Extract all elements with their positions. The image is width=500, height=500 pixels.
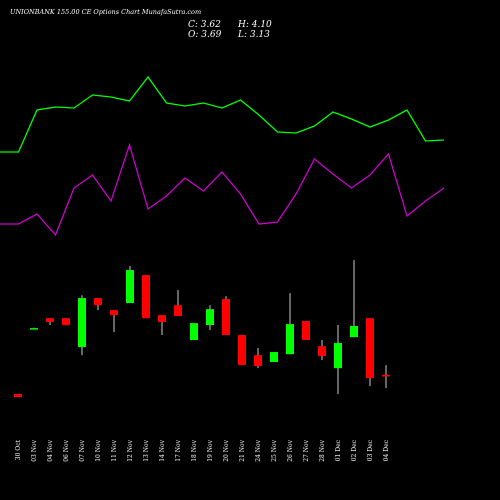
candle-body — [302, 321, 310, 340]
candle-body — [94, 298, 102, 306]
candle-body — [78, 298, 86, 348]
candle-body — [62, 318, 70, 326]
candle-body — [350, 326, 358, 338]
candle-body — [334, 343, 342, 369]
candle-body — [270, 352, 278, 363]
chart-title: UNIONBANK 155.00 CE Options Chart Munafa… — [10, 8, 201, 16]
x-tick-label: 10 Nov — [95, 439, 102, 461]
x-tick-label: 06 Nov — [63, 439, 70, 461]
x-tick-label: 03 Dec — [367, 439, 374, 461]
candle-body — [382, 374, 390, 377]
candle-body — [254, 355, 262, 367]
x-tick-label: 25 Nov — [271, 439, 278, 461]
x-tick-label: 18 Nov — [191, 439, 198, 461]
x-tick-label: 04 Nov — [47, 439, 54, 461]
candle-body — [222, 298, 230, 336]
x-tick-label: 03 Nov — [31, 439, 38, 461]
x-tick-label: 28 Nov — [319, 439, 326, 461]
candle-body — [286, 324, 294, 355]
x-tick-label: 24 Nov — [255, 439, 262, 461]
candle-body — [110, 310, 118, 316]
x-tick-label: 27 Nov — [303, 439, 310, 461]
x-tick-label: 04 Dec — [383, 439, 390, 461]
candle-body — [46, 318, 54, 322]
ohlc-label: O: 3.69 — [188, 30, 222, 40]
x-tick-label: 12 Nov — [127, 439, 134, 461]
x-tick-label: 11 Nov — [111, 439, 118, 461]
candle-body — [14, 393, 22, 398]
x-tick-label: 20 Nov — [223, 439, 230, 461]
candle-body — [366, 318, 374, 379]
candle-body — [158, 315, 166, 322]
ohlc-label: L: 3.13 — [237, 30, 270, 40]
candle-body — [190, 323, 198, 340]
candle-body — [126, 270, 134, 304]
candle-body — [238, 335, 246, 366]
candle-body — [30, 328, 38, 330]
x-tick-label: 19 Nov — [207, 439, 214, 461]
x-tick-label: 21 Nov — [239, 439, 246, 461]
x-tick-label: 14 Nov — [159, 439, 166, 461]
candle-body — [318, 346, 326, 357]
ohlc-label: H: 4.10 — [237, 20, 272, 30]
candle-body — [142, 275, 150, 319]
x-tick-label: 13 Nov — [143, 439, 150, 461]
x-tick-label: 02 Dec — [351, 439, 358, 461]
x-tick-label: 30 Oct — [15, 439, 22, 460]
ohlc-label: C: 3.62 — [188, 20, 221, 30]
candle-body — [174, 305, 182, 317]
indicator-line — [0, 142, 445, 237]
x-tick-label: 01 Dec — [335, 439, 342, 461]
x-tick-label: 17 Nov — [175, 439, 182, 461]
candle-body — [206, 309, 214, 326]
x-tick-label: 26 Nov — [287, 439, 294, 461]
x-tick-label: 07 Nov — [79, 439, 86, 461]
indicator-line — [0, 75, 445, 153]
